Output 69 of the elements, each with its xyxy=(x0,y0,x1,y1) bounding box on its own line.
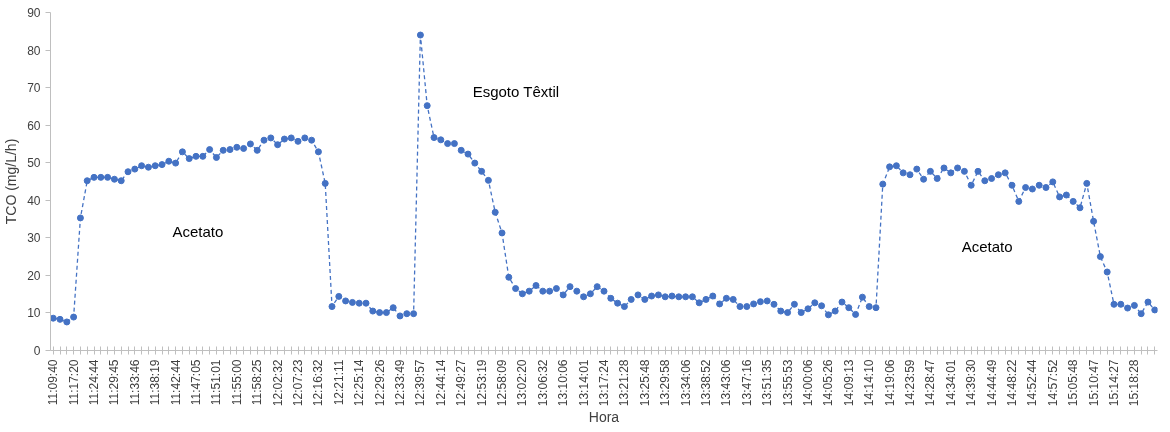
x-tick-label: 13:17:24 xyxy=(597,359,611,407)
y-tick-label: 20 xyxy=(27,268,41,283)
x-tick-label: 15:05:48 xyxy=(1066,359,1081,407)
x-tick-label: 11:51:01 xyxy=(209,359,224,406)
x-tick-label: 13:14:01 xyxy=(576,359,591,407)
y-tick-label: 0 xyxy=(33,344,41,358)
x-tick-label: 13:25:48 xyxy=(637,359,652,407)
x-tick-label: 14:05:26 xyxy=(821,359,836,407)
x-tick-label: 14:52:44 xyxy=(1025,359,1040,407)
x-tick-label: 13:47:16 xyxy=(739,359,754,407)
x-tick-label: 11:09:40 xyxy=(46,359,61,406)
x-tick-label: 14:09:13 xyxy=(841,359,856,407)
x-tick-label: 11:33:46 xyxy=(127,359,142,406)
x-tick-label: 13:29:58 xyxy=(658,359,673,407)
x-tick-label: 12:21:11 xyxy=(331,359,346,406)
x-tick-label: 14:44:49 xyxy=(984,359,999,407)
y-tick-label: 90 xyxy=(27,6,41,20)
x-tick-label: 11:58:25 xyxy=(250,359,265,406)
annotation: Acetato xyxy=(961,238,1013,256)
x-tick-label: 13:43:06 xyxy=(719,359,734,407)
x-tick-label: 13:51:35 xyxy=(760,359,775,407)
x-tick-label: 14:19:06 xyxy=(882,359,897,407)
x-tick-label: 12:39:57 xyxy=(413,359,428,407)
x-tick-label: 14:28:47 xyxy=(923,359,938,407)
x-tick-label: 12:49:27 xyxy=(454,359,469,407)
x-tick-label: 11:47:05 xyxy=(189,359,204,406)
x-tick-label: 11:17:20 xyxy=(66,359,81,406)
x-tick-label: 12:53:19 xyxy=(474,359,489,407)
x-tick-label: 12:58:09 xyxy=(495,359,509,407)
y-tick-label: 70 xyxy=(27,81,41,96)
x-tick-label: 11:24:44 xyxy=(87,359,102,406)
x-tick-label: 13:02:20 xyxy=(515,359,530,407)
y-tick-label: 30 xyxy=(27,231,41,246)
x-tick-label: 12:02:32 xyxy=(270,359,285,407)
x-tick-label: 14:14:10 xyxy=(862,359,877,407)
x-tick-label: 13:34:06 xyxy=(678,359,693,407)
x-tick-label: 13:38:52 xyxy=(699,359,713,407)
x-tick-label: 11:55:00 xyxy=(229,359,244,406)
x-tick-label: 12:07:23 xyxy=(291,359,306,407)
annotation: Esgoto Têxtil xyxy=(472,83,560,101)
x-tick-label: 12:44:14 xyxy=(433,359,448,407)
x-tick-label: 14:39:30 xyxy=(964,359,979,407)
x-tick-label: 14:23:59 xyxy=(902,359,917,407)
x-tick-label: 15:10:47 xyxy=(1086,359,1101,407)
annotation: Acetato xyxy=(172,222,224,240)
x-tick-label: 15:18:28 xyxy=(1127,359,1142,407)
x-tick-label: 13:55:53 xyxy=(780,359,795,407)
x-tick-label: 12:29:26 xyxy=(372,359,387,407)
y-tick-label: 80 xyxy=(27,43,41,58)
y-axis-title: TCO (mg/L/h) xyxy=(3,138,20,225)
x-tick-label: 14:34:01 xyxy=(943,359,958,407)
x-tick-label: 13:10:06 xyxy=(556,359,571,407)
x-tick-label: 15:14:27 xyxy=(1106,359,1121,407)
x-tick-label: 14:48:22 xyxy=(1004,359,1019,407)
x-axis-title: Hora xyxy=(588,409,620,426)
x-tick-label: 12:16:32 xyxy=(311,359,326,407)
x-tick-label: 11:29:45 xyxy=(107,359,122,406)
x-tick-label: 13:06:32 xyxy=(535,359,550,407)
x-tick-label: 12:33:49 xyxy=(393,359,408,407)
y-tick-label: 50 xyxy=(27,156,41,171)
x-tick-label: 13:21:28 xyxy=(617,359,632,407)
x-tick-label: 11:38:19 xyxy=(148,359,163,406)
x-tick-label: 14:57:52 xyxy=(1045,359,1060,407)
x-tick-label: 11:42:44 xyxy=(168,359,183,406)
x-tick-label: 14:00:06 xyxy=(800,359,815,407)
y-tick-label: 40 xyxy=(27,193,41,208)
y-tick-label: 60 xyxy=(27,118,41,133)
x-tick-label: 12:25:14 xyxy=(352,359,367,407)
y-tick-label: 10 xyxy=(27,306,41,321)
